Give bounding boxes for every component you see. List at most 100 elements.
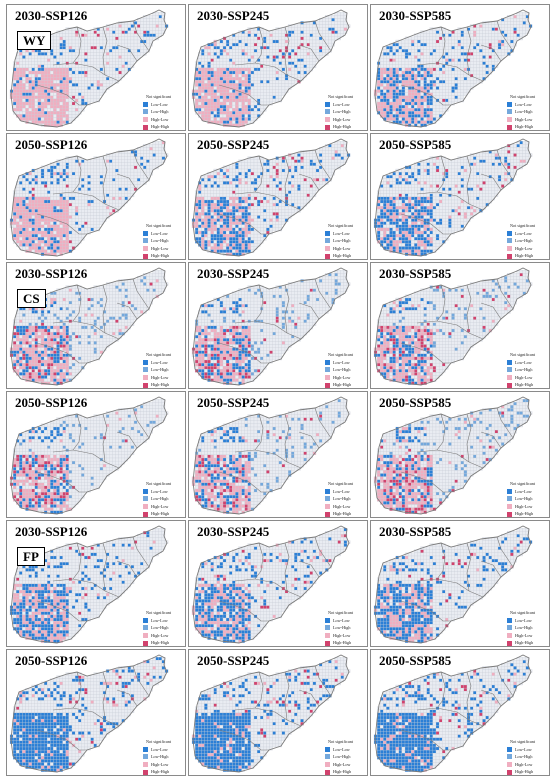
grid-cell xyxy=(219,70,224,75)
grid-cell xyxy=(376,83,381,87)
grid-cell xyxy=(401,111,406,115)
grid-cell xyxy=(115,42,119,47)
grid-cell xyxy=(201,111,205,115)
grid-cell xyxy=(115,171,119,176)
grid-cell xyxy=(204,196,208,201)
grid-cell xyxy=(136,168,141,173)
grid-cell xyxy=(380,92,384,96)
grid-cell xyxy=(53,178,57,182)
grid-cell xyxy=(235,199,239,204)
grid-cell xyxy=(328,153,332,157)
grid-cell xyxy=(331,162,335,167)
grid-cell xyxy=(389,61,393,65)
grid-cell xyxy=(204,181,208,185)
grid-cell xyxy=(272,73,276,78)
grid-cell xyxy=(74,215,79,219)
grid-cell xyxy=(28,227,32,232)
grid-cell xyxy=(244,184,248,188)
grid-cell xyxy=(12,77,17,81)
grid-cell xyxy=(473,39,477,44)
grid-cell xyxy=(300,24,304,28)
grid-cell xyxy=(81,224,85,229)
grid-cell xyxy=(225,108,230,112)
grid-cell xyxy=(34,64,39,69)
grid-cell xyxy=(28,181,32,185)
grid-cell xyxy=(50,70,54,75)
grid-cell xyxy=(31,218,35,222)
grid-cell xyxy=(232,196,236,201)
grid-cell xyxy=(25,86,29,90)
grid-cell xyxy=(244,175,248,179)
grid-cell xyxy=(229,61,233,65)
grid-cell xyxy=(229,52,233,56)
grid-cell xyxy=(25,117,29,121)
grid-cell xyxy=(438,52,443,56)
grid-cell xyxy=(19,73,23,78)
grid-cell xyxy=(25,209,29,213)
grid-cell xyxy=(155,162,159,167)
grid-cell xyxy=(47,77,51,81)
grid-cell xyxy=(256,98,261,103)
grid-cell xyxy=(84,89,88,93)
grid-cell xyxy=(429,49,434,53)
grid-cell xyxy=(482,58,486,62)
grid-cell xyxy=(87,67,91,72)
grid-cell xyxy=(491,39,496,44)
grid-cell xyxy=(136,24,141,28)
grid-cell xyxy=(250,193,255,198)
grid-cell xyxy=(19,206,23,210)
grid-cell xyxy=(229,190,233,194)
grid-cell xyxy=(34,58,39,62)
grid-cell xyxy=(71,49,76,53)
grid-cell xyxy=(328,156,332,160)
grid-cell xyxy=(294,30,298,34)
grid-cell xyxy=(19,215,23,219)
grid-cell xyxy=(87,165,91,170)
grid-cell xyxy=(130,39,135,44)
subbasin-boundary xyxy=(102,155,108,205)
grid-cell xyxy=(216,77,221,81)
grid-cell xyxy=(31,108,35,112)
grid-cell xyxy=(386,111,390,115)
grid-cell xyxy=(438,36,443,41)
grid-cell xyxy=(87,92,91,96)
grid-cell xyxy=(34,237,39,241)
grid-cell xyxy=(65,184,70,188)
grid-cell xyxy=(303,184,307,188)
grid-cell xyxy=(37,171,42,176)
grid-cell xyxy=(102,209,107,213)
grid-cell xyxy=(22,233,26,238)
grid-cell xyxy=(53,202,57,207)
grid-cell xyxy=(40,73,45,78)
grid-cell xyxy=(395,64,399,69)
grid-cell xyxy=(50,196,54,201)
grid-cell xyxy=(112,24,116,28)
grid-cell xyxy=(96,58,101,62)
grid-cell xyxy=(37,206,42,210)
grid-cell xyxy=(457,80,461,84)
grid-cell xyxy=(213,117,217,121)
grid-cell xyxy=(294,67,298,72)
grid-cell xyxy=(392,98,396,103)
subbasin-boundary xyxy=(116,44,138,62)
legend-swatch xyxy=(143,253,148,259)
grid-cell xyxy=(65,199,70,204)
grid-cell xyxy=(260,95,264,100)
grid-cell xyxy=(47,209,51,213)
grid-cell xyxy=(340,140,345,145)
grid-cell xyxy=(37,101,42,106)
grid-cell xyxy=(263,95,267,100)
grid-cell xyxy=(43,218,48,222)
grid-cell xyxy=(417,86,421,90)
grid-cell xyxy=(124,162,128,167)
grid-cell xyxy=(99,86,104,90)
grid-cell xyxy=(423,46,427,50)
grid-cell xyxy=(43,80,48,84)
grid-cell xyxy=(241,67,245,72)
grid-cell xyxy=(143,153,147,157)
grid-cell xyxy=(253,39,258,44)
grid-cell xyxy=(28,184,32,188)
grid-cell xyxy=(266,95,270,100)
grid-cell xyxy=(210,95,214,100)
grid-cell xyxy=(401,117,406,121)
